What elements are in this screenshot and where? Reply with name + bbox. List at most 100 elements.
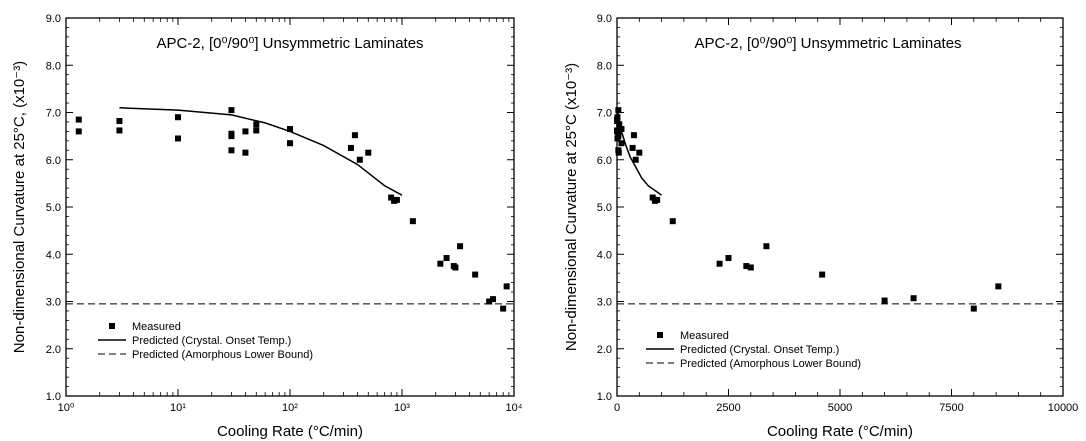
y-tick-label: 8.0: [597, 60, 612, 72]
measured-point: [437, 260, 444, 267]
legend-entry-label: Measured: [680, 330, 729, 342]
measured-point: [228, 107, 235, 114]
measured-point: [970, 305, 977, 312]
measured-point: [995, 283, 1002, 290]
y-tick-label: 7.0: [597, 108, 612, 120]
measured-point: [503, 283, 510, 290]
measured-point: [747, 264, 754, 271]
y-tick-label: 4.0: [597, 249, 612, 261]
measured-point: [472, 271, 479, 278]
measured-point: [819, 271, 826, 278]
y-tick-label: 4.0: [46, 249, 61, 261]
measured-point: [242, 149, 249, 156]
measured-point: [615, 107, 622, 114]
legend-entry-label: Predicted (Amorphous Lower Bound): [132, 349, 313, 361]
measured-point: [116, 127, 123, 134]
measured-point: [629, 144, 636, 151]
y-tick-label: 9.0: [597, 13, 612, 25]
x-tick-label: 10000: [1048, 402, 1079, 414]
measured-point: [253, 121, 260, 128]
measured-point: [351, 132, 358, 139]
y-tick-label: 5.0: [46, 202, 61, 214]
measured-point: [443, 255, 450, 262]
chart-title: APC-2, [0⁰/90⁰] Unsymmetric Laminates: [694, 35, 961, 52]
legend-entry-label: Predicted (Crystal. Onset Temp.): [132, 335, 291, 347]
measured-point: [175, 135, 181, 142]
legend-entry-label: Predicted (Crystal. Onset Temp.): [680, 344, 839, 356]
y-tick-label: 6.0: [46, 155, 61, 167]
measured-point: [910, 295, 917, 302]
measured-point: [393, 196, 400, 203]
measured-point: [614, 114, 621, 121]
y-tick-label: 8.0: [46, 60, 61, 72]
y-tick-label: 2.0: [597, 344, 612, 356]
x-tick-label: 0: [614, 402, 620, 414]
measured-point: [228, 133, 235, 140]
chart-title: APC-2, [0⁰/90⁰] Unsymmetric Laminates: [156, 35, 423, 52]
measured-point: [490, 296, 497, 303]
x-tick-label: 5000: [828, 402, 852, 414]
measured-point: [632, 156, 639, 163]
measured-point: [743, 263, 750, 270]
measured-point: [347, 144, 354, 151]
measured-point: [253, 127, 260, 134]
measured-point: [615, 133, 622, 140]
legend-entry-label: Measured: [132, 321, 181, 333]
x-axis-label: Cooling Rate (°C/min): [767, 423, 913, 440]
y-tick-label: 7.0: [46, 108, 61, 120]
measured-point: [616, 121, 623, 128]
measured-point: [618, 140, 625, 147]
legend-entry-label: Predicted (Amorphous Lower Bound): [680, 358, 861, 370]
measured-point: [716, 260, 723, 267]
measured-point: [614, 118, 621, 125]
measured-point: [365, 149, 372, 156]
measured-point: [452, 264, 459, 271]
measured-point: [669, 218, 676, 225]
measured-point: [881, 297, 888, 304]
y-tick-label: 6.0: [597, 155, 612, 167]
measured-point: [500, 305, 507, 312]
y-tick-label: 2.0: [46, 344, 61, 356]
x-tick-label: 10²: [282, 402, 298, 414]
measured-point: [287, 140, 293, 147]
measured-point: [649, 194, 656, 201]
x-axis-label: Cooling Rate (°C/min): [217, 423, 363, 440]
measured-point: [763, 243, 770, 250]
measured-point: [409, 218, 416, 225]
measured-point: [75, 128, 82, 135]
measured-point: [457, 243, 464, 250]
x-tick-label: 10¹: [170, 402, 186, 414]
y-tick-label: 3.0: [597, 297, 612, 309]
x-tick-label: 2500: [716, 402, 740, 414]
chart-left-log-scale: 1.0 2.0 3.0 4.0 5.0 6.0 7.0 8.0 9.0 10⁰ 10¹ 10² 10³ 1…: [11, 13, 523, 440]
measured-point: [116, 118, 123, 125]
chart-right-linear-scale: 1.0 2.0 3.0 4.0 5.0 6.0 7.0 8.0 9.0 0 2500 5000 7500…: [563, 13, 1078, 440]
crystal-onset-prediction-line: [616, 107, 663, 196]
y-axis-label: Non-dimensional Curvature at 25°C (x10⁻³…: [563, 63, 580, 351]
legend-marker-measured: [109, 323, 115, 329]
x-tick-label: 10⁴: [506, 402, 523, 414]
y-axis-label: Non-dimensional Curvature at 25°C, (x10⁻…: [11, 61, 28, 353]
x-tick-label: 10³: [394, 402, 410, 414]
y-tick-label: 5.0: [597, 202, 612, 214]
x-tick-label: 7500: [939, 402, 963, 414]
legend-marker-measured: [657, 332, 663, 338]
x-tick-label: 10⁰: [58, 402, 75, 414]
measured-point: [636, 149, 643, 156]
measured-point: [242, 128, 249, 135]
measured-point: [615, 149, 622, 156]
measured-point: [654, 196, 661, 203]
measured-point: [630, 132, 637, 139]
measured-point: [75, 116, 82, 123]
measured-point: [228, 147, 235, 154]
measured-point: [486, 298, 493, 305]
y-tick-label: 1.0: [46, 391, 61, 403]
measured-point: [725, 255, 732, 262]
y-tick-label: 9.0: [46, 13, 61, 25]
y-tick-label: 3.0: [46, 297, 61, 309]
measured-point: [175, 114, 181, 121]
crystal-onset-prediction-line: [119, 107, 403, 196]
y-tick-label: 1.0: [597, 391, 612, 403]
measured-point: [287, 126, 293, 133]
